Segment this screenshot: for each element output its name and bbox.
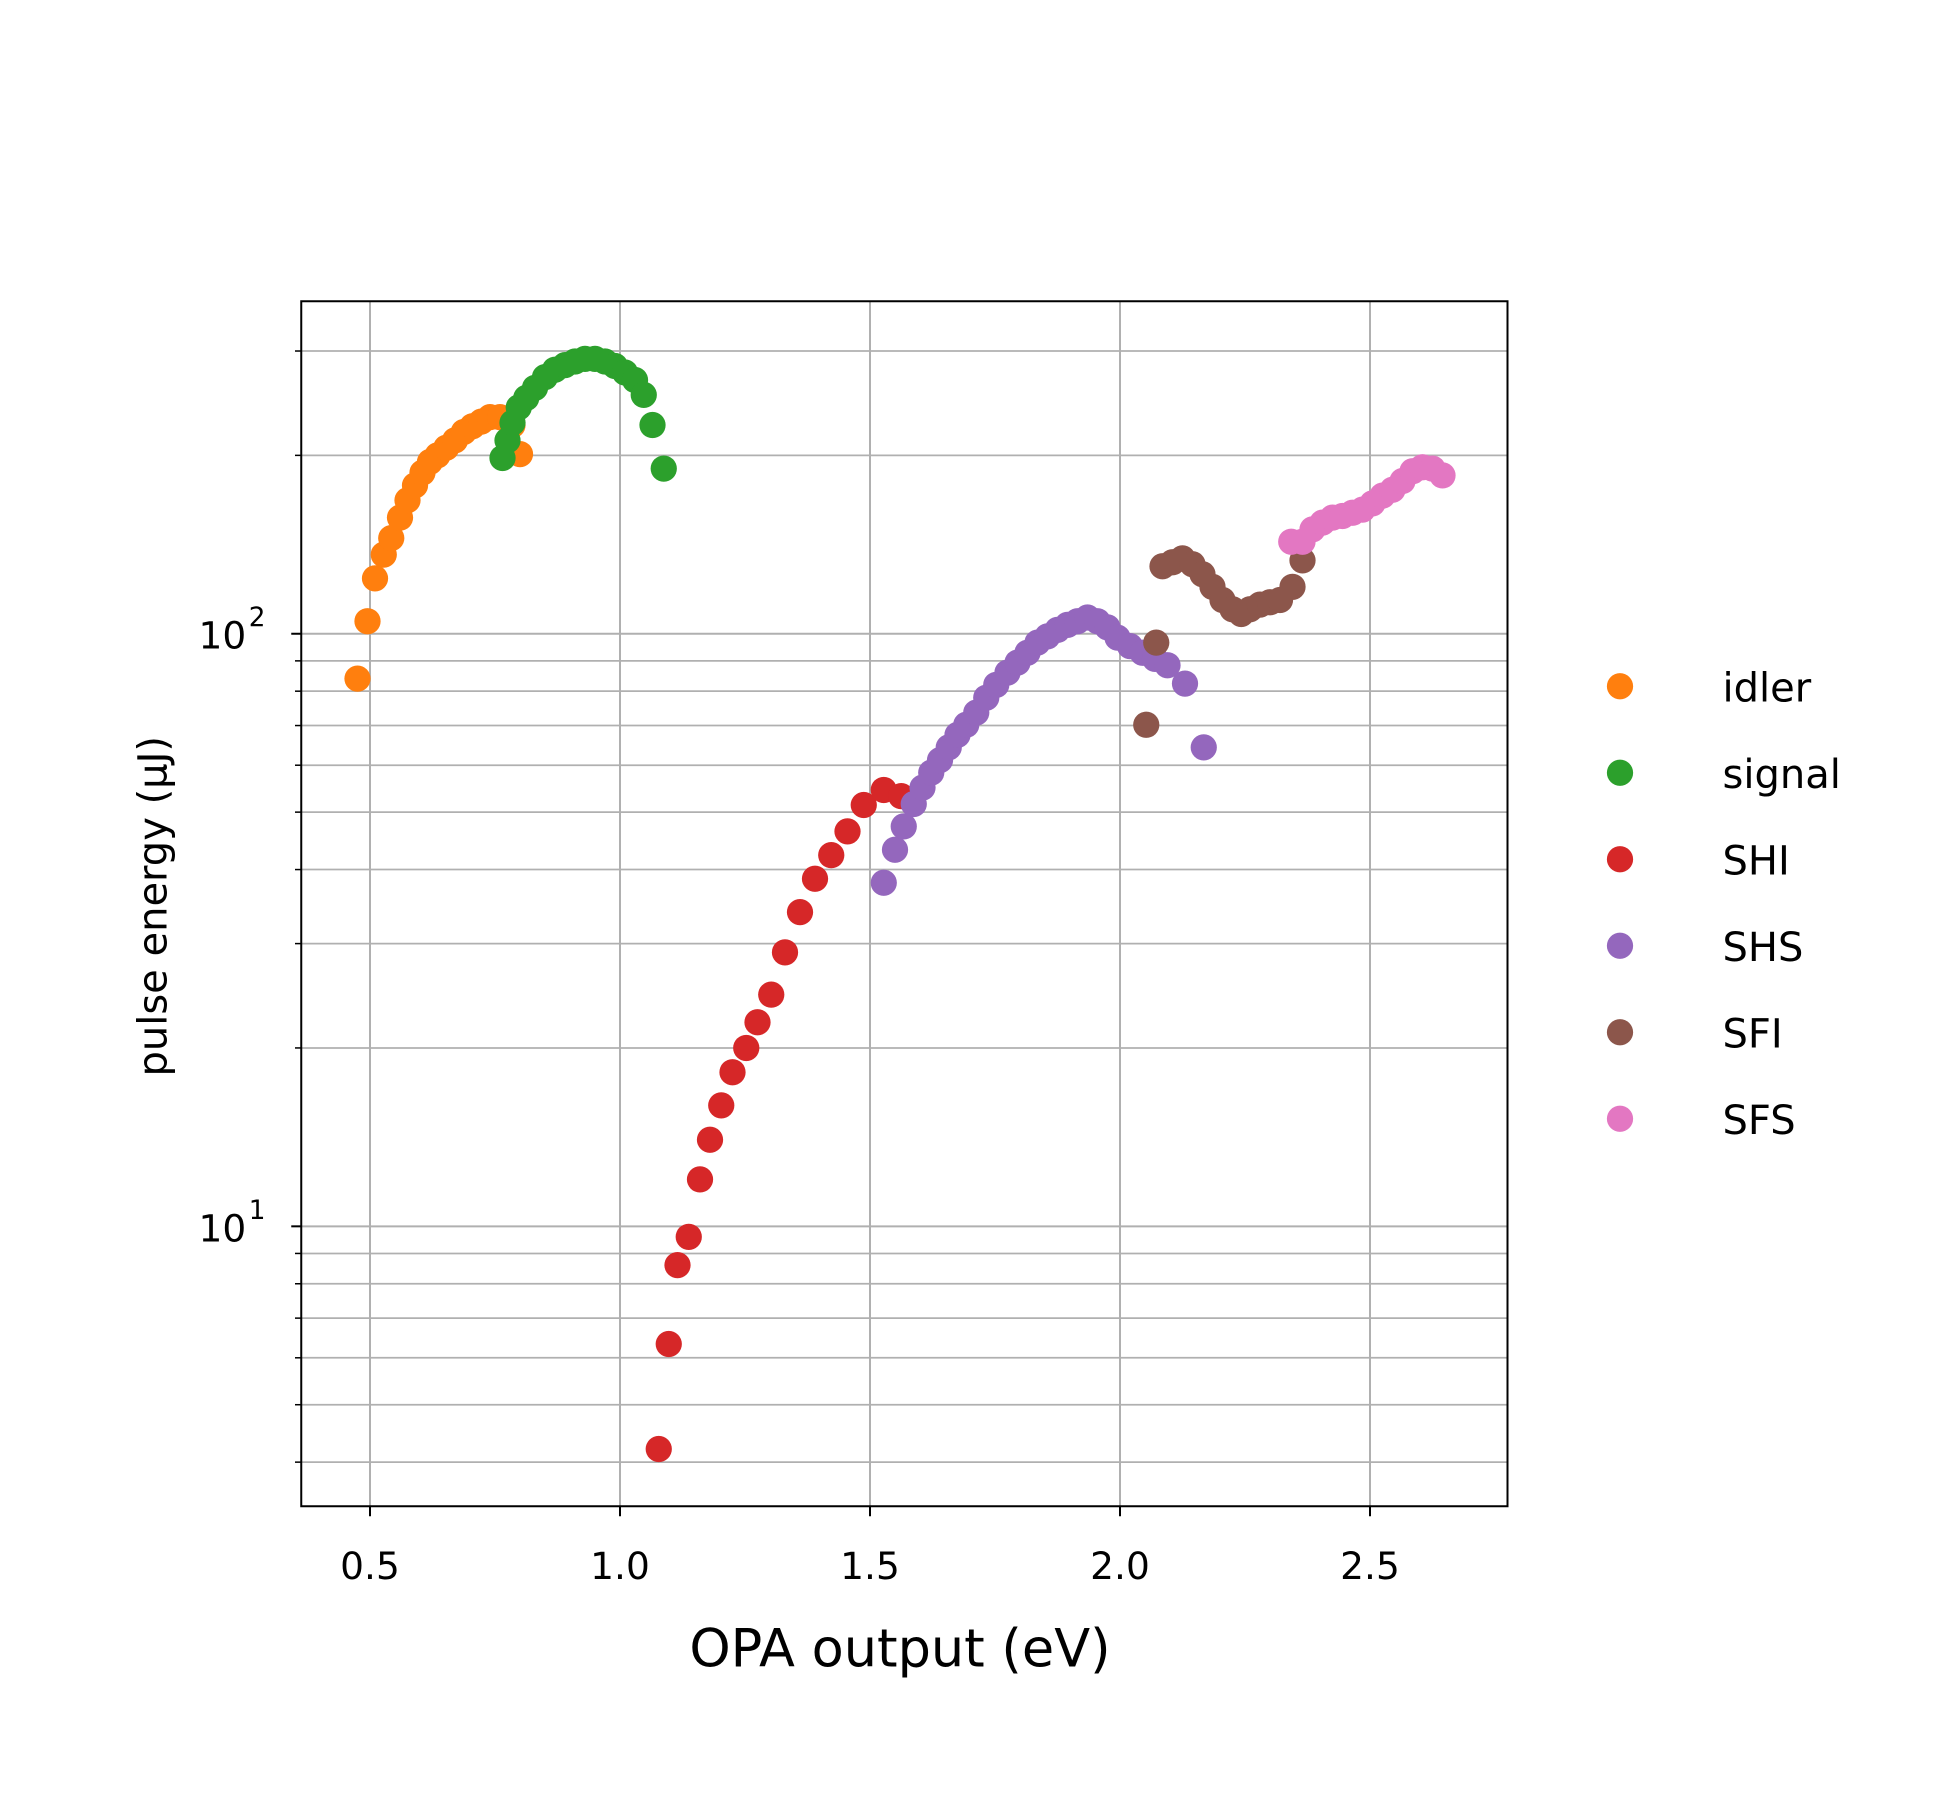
data-point-SHI — [758, 981, 785, 1008]
data-point-SHI — [664, 1252, 691, 1279]
legend-marker-SHI — [1606, 846, 1634, 873]
data-point-idler — [361, 565, 389, 592]
data-point-SHI — [655, 1330, 682, 1358]
grid — [301, 301, 1508, 1507]
data-point-idler — [344, 665, 371, 692]
y-tick-label: 10 — [199, 1206, 247, 1250]
legend-label-idler: idler — [1723, 665, 1812, 711]
x-tick-label: 2.5 — [1340, 1544, 1400, 1588]
data-point-idler — [378, 525, 405, 552]
data-point-SHS — [890, 813, 917, 840]
data-point-SHI — [786, 899, 814, 926]
y-tick-label-exponent: 2 — [249, 603, 266, 633]
series-idler — [344, 404, 534, 692]
data-point-SHI — [850, 791, 877, 819]
legend-marker-signal — [1606, 759, 1634, 786]
x-tick-label: 1.0 — [590, 1544, 650, 1588]
data-point-SHS — [1171, 670, 1199, 697]
legend: idler signal SHI SHS SFI SFS — [1606, 665, 1841, 1144]
data-point-SHI — [733, 1034, 760, 1062]
x-tick-label: 2.0 — [1090, 1544, 1150, 1588]
series-SHS — [870, 604, 1217, 896]
data-point-idler — [354, 608, 381, 635]
data-point-SHS — [881, 836, 909, 863]
data-point-SFI — [1133, 711, 1160, 738]
legend-marker-SFI — [1606, 1019, 1634, 1046]
data-point-SHI — [719, 1059, 746, 1086]
legend-label-SFI: SFI — [1723, 1011, 1783, 1057]
legend-label-SHI: SHI — [1723, 838, 1790, 884]
legend-marker-idler — [1606, 673, 1634, 700]
data-point-SFI — [1279, 573, 1306, 600]
x-tick-label: 0.5 — [340, 1544, 400, 1588]
data-point-SHI — [744, 1009, 771, 1036]
legend-label-SFS: SFS — [1723, 1098, 1796, 1144]
data-point-SHI — [834, 818, 861, 845]
plot-frame — [300, 300, 1509, 1508]
y-axis-label: pulse energy (μJ) — [130, 736, 176, 1077]
data-point-signal — [650, 455, 677, 482]
data-point-SHS — [1154, 652, 1181, 679]
data-point-SHS — [870, 869, 897, 896]
x-axis-label: OPA output (eV) — [689, 1618, 1110, 1679]
series-signal — [489, 345, 677, 482]
data-point-SHI — [818, 842, 845, 869]
data-point-SHI — [708, 1092, 735, 1119]
y-tick-label: 10 — [199, 614, 247, 658]
legend-marker-SHS — [1606, 932, 1634, 959]
data-point-SHI — [801, 865, 829, 892]
data-point-signal — [639, 411, 666, 439]
data-point-SHI — [771, 939, 799, 966]
legend-label-SHS: SHS — [1723, 925, 1804, 971]
data-points — [344, 345, 1456, 1463]
y-tick-label-exponent: 1 — [249, 1196, 266, 1226]
series-SFI — [1133, 545, 1316, 738]
data-point-SHI — [686, 1166, 714, 1193]
data-point-signal — [630, 381, 657, 408]
data-point-SHS — [1190, 734, 1217, 761]
x-tick-label: 1.5 — [840, 1544, 900, 1588]
data-point-SFS — [1429, 462, 1456, 489]
legend-marker-SFS — [1606, 1105, 1634, 1132]
data-point-SHI — [696, 1126, 724, 1153]
data-point-SHI — [675, 1223, 702, 1250]
data-point-SFI — [1143, 629, 1170, 656]
data-point-SHI — [645, 1435, 672, 1463]
series-SFS — [1278, 454, 1456, 555]
legend-label-signal: signal — [1723, 752, 1841, 798]
